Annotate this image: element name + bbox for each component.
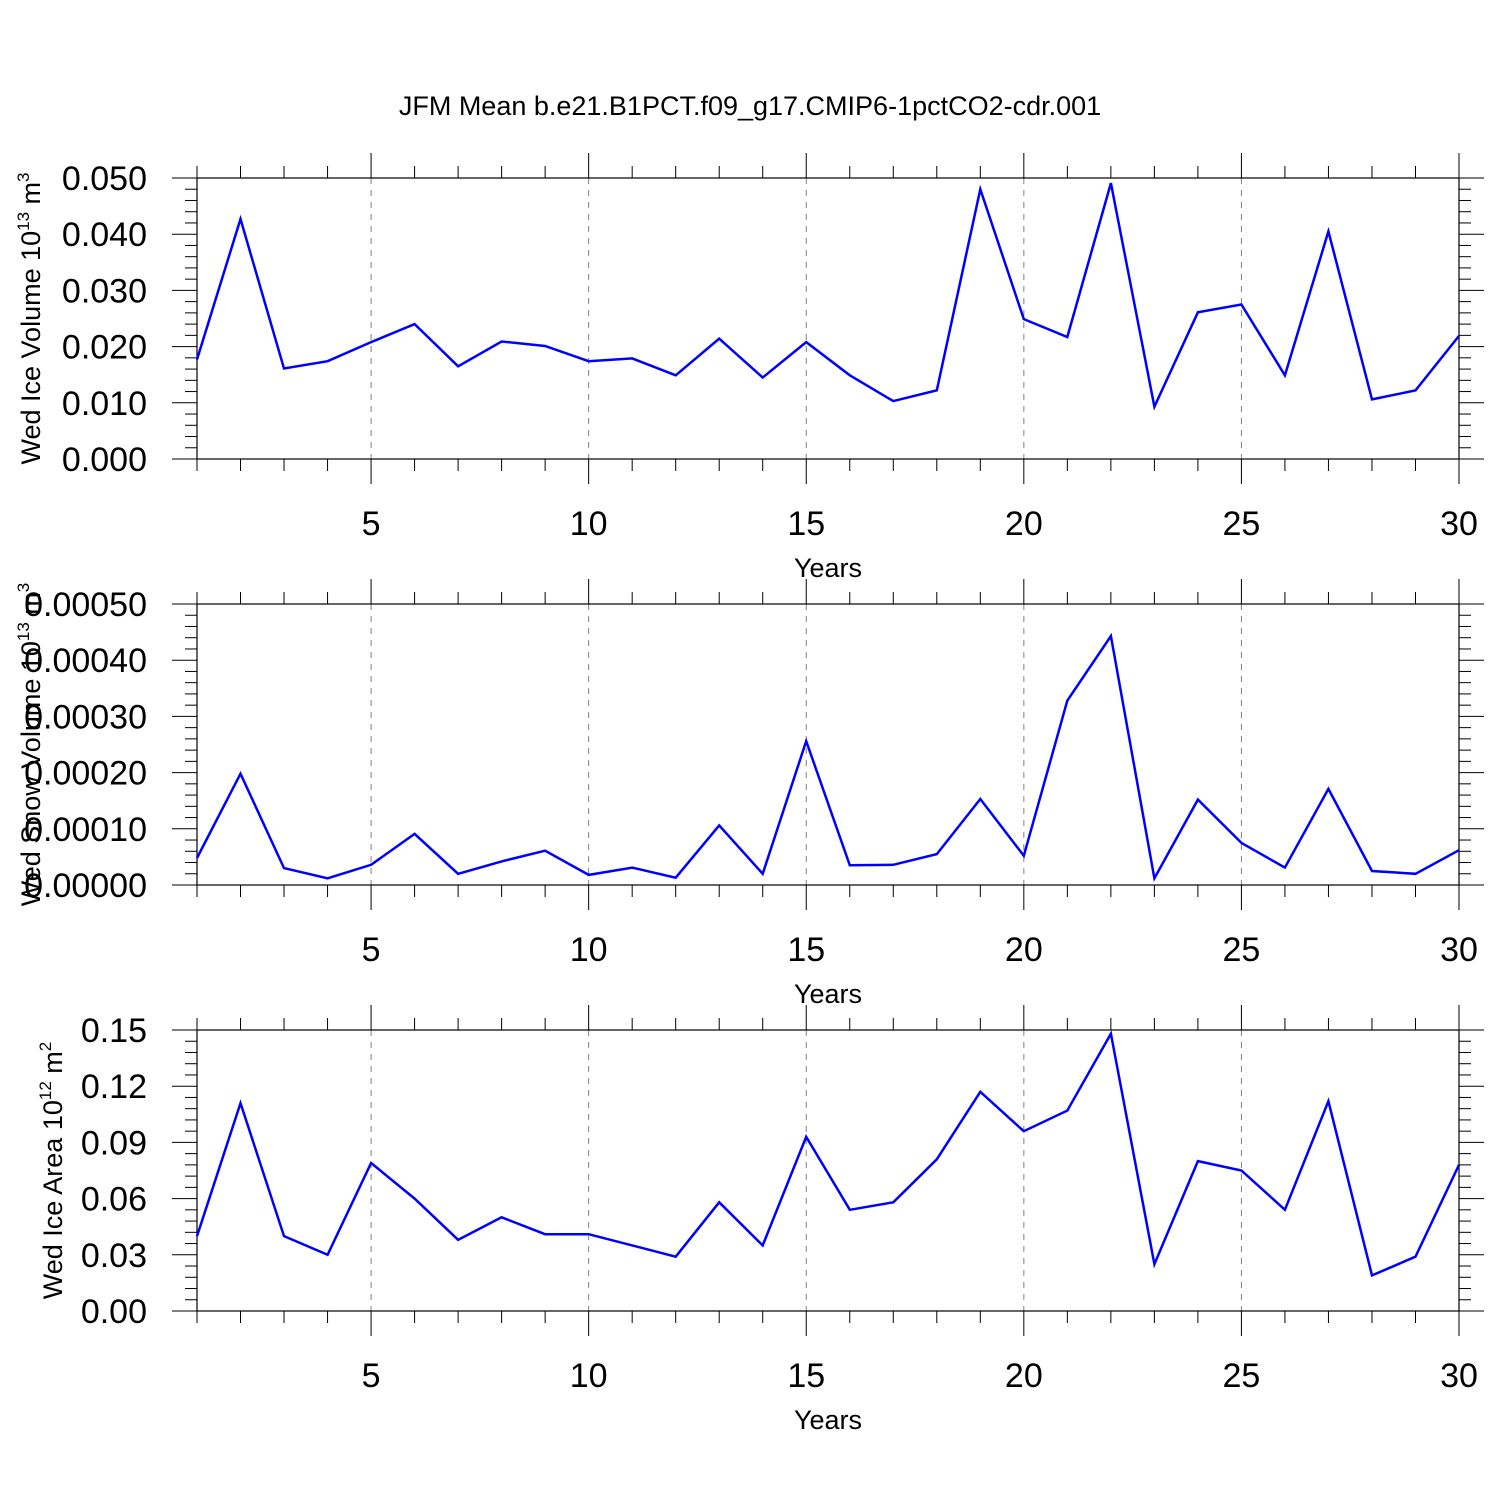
x-tick-label: 10 <box>570 1357 608 1395</box>
y-axis-label-exponent: 13 <box>14 212 33 231</box>
y-tick-label: 0.040 <box>62 216 147 254</box>
x-tick-label: 25 <box>1222 931 1260 969</box>
plot-frame <box>197 604 1459 885</box>
x-tick-label: 20 <box>1005 505 1043 543</box>
x-tick-label: 30 <box>1440 505 1478 543</box>
y-tick-label: 0.030 <box>62 272 147 310</box>
x-tick-label: 15 <box>787 931 825 969</box>
x-axis-label: Years <box>794 1405 862 1435</box>
y-axis-label-unit-exponent: 3 <box>14 583 33 592</box>
series-line-1 <box>197 1034 1459 1276</box>
x-tick-label: 30 <box>1440 1357 1478 1395</box>
x-tick-label: 25 <box>1222 1357 1260 1395</box>
x-tick-label: 30 <box>1440 931 1478 969</box>
y-tick-label: 0.15 <box>81 1012 147 1050</box>
x-tick-label: 10 <box>570 505 608 543</box>
y-axis-label: Wed Ice Area 1012 m2 <box>36 1042 68 1300</box>
x-axis-label: Years <box>794 979 862 1009</box>
x-tick-label: 15 <box>787 505 825 543</box>
x-tick-label: 5 <box>362 505 381 543</box>
series-line-1 <box>197 636 1459 878</box>
x-tick-label: 5 <box>362 931 381 969</box>
y-tick-label: 0.06 <box>81 1181 147 1219</box>
y-axis-label-exponent: 13 <box>14 622 33 641</box>
y-axis-label-unit <box>16 204 46 212</box>
y-axis-label-unit: m <box>16 592 46 615</box>
series-line-1 <box>197 183 1459 407</box>
y-axis-label-unit: m <box>38 1051 68 1074</box>
plot-frame <box>197 178 1459 459</box>
y-tick-label: 0.09 <box>81 1124 147 1162</box>
x-tick-label: 10 <box>570 931 608 969</box>
y-axis-label-unit: m <box>16 182 46 205</box>
y-axis-label-unit <box>38 1074 68 1082</box>
panel-1: 5 10 15 20 25 30 Years 0.000 0.010 0.020 0.030 0.04… <box>14 153 1484 583</box>
y-tick-label: 0.03 <box>81 1237 147 1275</box>
y-axis-label-text: Wed Ice Area 10 <box>38 1100 68 1299</box>
y-axis-label-text: Wed Ice Volume 10 <box>16 231 46 465</box>
x-tick-label: 15 <box>787 1357 825 1395</box>
chart-title: JFM Mean b.e21.B1PCT.f09_g17.CMIP6-1pctC… <box>399 91 1101 121</box>
y-tick-label: 0.00 <box>81 1293 147 1331</box>
y-tick-label: 0.020 <box>62 329 147 367</box>
x-tick-label: 25 <box>1222 505 1260 543</box>
y-axis-label: Wed Snow Volume 1013 m3 <box>14 583 46 907</box>
y-axis-label: Wed Ice Volume 1013 m3 <box>14 172 46 464</box>
plot-frame <box>197 1030 1459 1311</box>
x-axis-label: Years <box>794 553 862 583</box>
y-axis-label-unit <box>16 615 46 623</box>
y-axis-label-unit-exponent: 3 <box>14 172 33 181</box>
panel-3: 5 10 15 20 25 30 Years 0.00 0.03 0.06 0.09 0.12 0.15… <box>36 1005 1484 1435</box>
y-tick-label: 0.050 <box>62 160 147 198</box>
y-axis-label-unit-exponent: 2 <box>36 1042 55 1051</box>
y-axis-label-exponent: 12 <box>36 1081 55 1100</box>
y-tick-label: 0.12 <box>81 1068 147 1106</box>
y-tick-label: 0.000 <box>62 441 147 479</box>
y-tick-label: 0.010 <box>62 385 147 423</box>
x-tick-label: 20 <box>1005 931 1043 969</box>
x-tick-label: 20 <box>1005 1357 1043 1395</box>
x-tick-label: 5 <box>362 1357 381 1395</box>
y-axis-label-text: Wed Snow Volume 10 <box>16 641 46 906</box>
